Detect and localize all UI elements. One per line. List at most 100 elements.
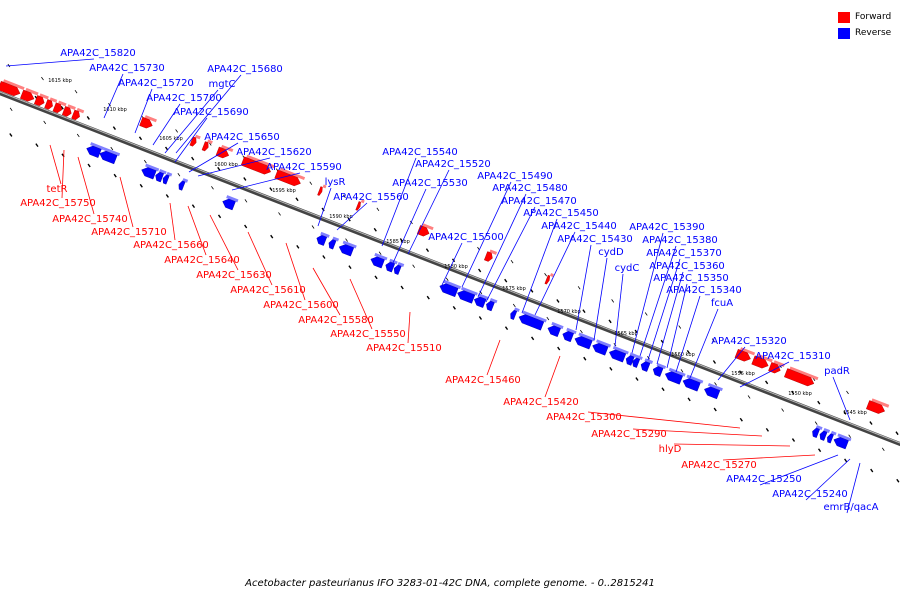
reverse-gene[interactable] — [438, 279, 462, 298]
reverse-gene[interactable] — [818, 427, 831, 441]
reverse-gene[interactable] — [392, 261, 405, 275]
reverse-gene[interactable] — [639, 358, 654, 373]
reverse-gene[interactable] — [485, 297, 498, 312]
guide-dot — [244, 224, 248, 229]
gene-shade — [332, 236, 340, 242]
gene-shade — [489, 249, 498, 255]
reverse-gene[interactable] — [681, 374, 704, 392]
reverse-gene-leader — [392, 188, 427, 264]
reverse-gene[interactable] — [608, 345, 629, 363]
reverse-gene[interactable] — [140, 163, 160, 180]
guide-dot — [530, 336, 535, 341]
reverse-gene[interactable] — [85, 141, 105, 158]
reverse-gene[interactable] — [631, 354, 643, 368]
forward-gene[interactable] — [189, 134, 201, 148]
forward-gene[interactable] — [751, 353, 773, 371]
reverse-gene[interactable] — [811, 424, 823, 438]
tick-label: 1570 kbp — [557, 309, 581, 315]
reverse-gene[interactable] — [456, 286, 478, 304]
gene-arrow — [768, 362, 781, 374]
reverse-gene[interactable] — [624, 352, 638, 366]
forward-gene-label: APA42C_15740 — [52, 214, 128, 225]
forward-gene[interactable] — [20, 87, 39, 104]
forward-gene[interactable] — [33, 93, 49, 108]
reverse-gene[interactable] — [315, 231, 330, 246]
reverse-gene[interactable] — [664, 367, 686, 385]
gene-arrow — [189, 136, 197, 147]
forward-gene[interactable] — [0, 78, 25, 98]
gene-arrow — [61, 106, 72, 117]
reverse-gene[interactable] — [327, 236, 340, 250]
forward-gene[interactable] — [44, 97, 58, 111]
reverse-gene[interactable] — [509, 307, 520, 321]
gene-shade — [182, 178, 189, 183]
guide-dot — [278, 212, 281, 216]
reverse-gene[interactable] — [832, 433, 852, 450]
gene-arrow — [592, 343, 609, 356]
guide-dot — [217, 166, 221, 171]
reverse-gene[interactable] — [561, 327, 577, 343]
forward-gene[interactable] — [317, 184, 327, 197]
forward-gene-label: APA42C_15710 — [91, 227, 167, 238]
gene-shade — [443, 279, 462, 290]
tick-label: 1600 kbp — [214, 162, 238, 168]
forward-gene[interactable] — [784, 366, 819, 389]
gene-shade — [320, 231, 330, 238]
gene-shade — [514, 307, 520, 313]
reverse-gene[interactable] — [703, 382, 723, 400]
guide-dot — [112, 126, 117, 130]
reverse-gene[interactable] — [591, 339, 612, 356]
forward-gene[interactable] — [215, 144, 234, 160]
forward-gene[interactable] — [734, 346, 756, 363]
forward-gene[interactable] — [274, 167, 306, 188]
reverse-gene[interactable] — [98, 147, 121, 165]
reverse-gene[interactable] — [369, 252, 388, 269]
forward-gene[interactable] — [52, 100, 67, 115]
reverse-gene-label: APA42C_15540 — [382, 147, 458, 158]
forward-gene[interactable] — [866, 398, 890, 416]
reverse-gene-label: APA42C_15680 — [207, 64, 283, 75]
reverse-gene[interactable] — [154, 168, 167, 183]
reverse-gene-leader — [381, 157, 417, 247]
reverse-gene[interactable] — [517, 310, 547, 331]
reverse-gene[interactable] — [651, 362, 667, 377]
reverse-gene[interactable] — [161, 171, 173, 185]
gene-shade — [360, 199, 365, 204]
guide-dot — [510, 259, 514, 264]
gene-arrow — [473, 296, 487, 308]
gene-arrow — [704, 386, 721, 400]
gene-arrow — [784, 368, 815, 387]
forward-gene[interactable] — [240, 154, 276, 177]
forward-gene[interactable] — [71, 107, 85, 121]
reverse-gene[interactable] — [573, 332, 596, 350]
backbone-highlight — [0, 91, 900, 444]
reverse-gene[interactable] — [337, 240, 357, 257]
reverse-gene-label: APA42C_15700 — [146, 93, 222, 104]
gene-shade — [90, 142, 105, 151]
guide-dot — [295, 197, 299, 202]
reverse-gene[interactable] — [221, 194, 239, 211]
forward-gene[interactable] — [768, 360, 785, 376]
gene-shade — [522, 310, 547, 323]
reverse-gene[interactable] — [473, 293, 490, 309]
gene-arrow — [393, 264, 402, 275]
forward-gene[interactable] — [544, 272, 554, 285]
reverse-gene-label: APA42C_15490 — [477, 171, 553, 182]
reverse-gene[interactable] — [826, 430, 837, 444]
forward-gene[interactable] — [416, 223, 434, 239]
gene-arrow — [609, 349, 627, 363]
reverse-gene-label: APA42C_15720 — [118, 78, 194, 89]
forward-gene[interactable] — [201, 139, 213, 153]
forward-gene[interactable] — [61, 104, 76, 119]
reverse-gene-leader — [639, 245, 677, 357]
forward-gene[interactable] — [355, 199, 365, 212]
reverse-gene-leader — [656, 271, 684, 365]
gene-arrow — [751, 355, 769, 369]
forward-gene[interactable] — [139, 114, 157, 130]
gene-arrow — [625, 355, 635, 366]
forward-gene[interactable] — [484, 249, 498, 263]
gene-arrow — [44, 99, 53, 110]
reverse-gene-label: cydD — [598, 247, 624, 258]
reverse-gene[interactable] — [177, 177, 189, 191]
reverse-gene[interactable] — [546, 321, 564, 337]
